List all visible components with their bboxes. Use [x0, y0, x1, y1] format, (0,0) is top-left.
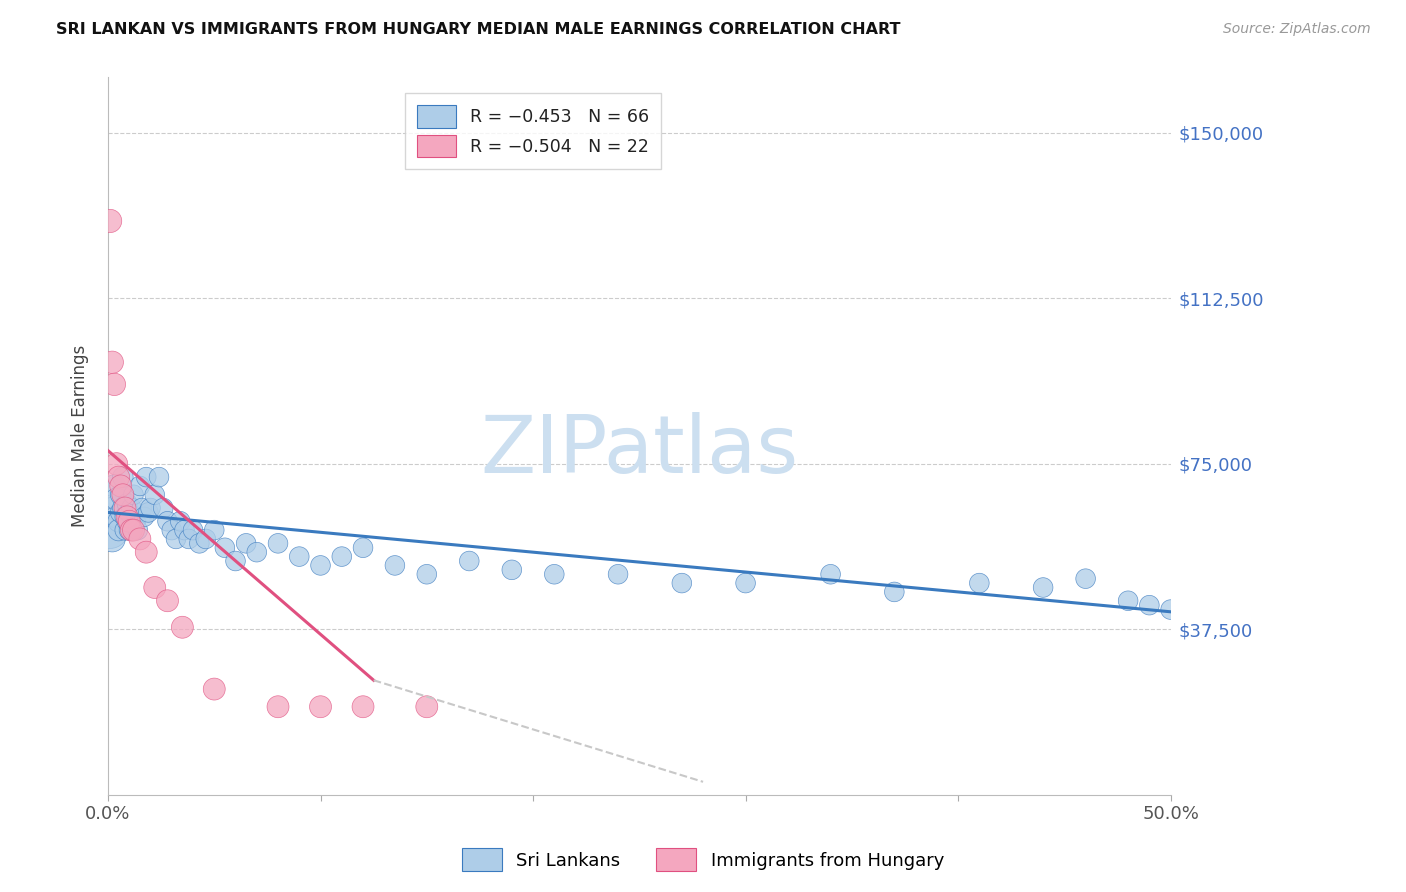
- Point: [543, 567, 565, 582]
- Point: [309, 558, 332, 573]
- Point: [1160, 602, 1182, 616]
- Point: [105, 492, 128, 507]
- Point: [246, 545, 269, 559]
- Point: [114, 523, 136, 537]
- Point: [820, 567, 842, 582]
- Point: [416, 699, 439, 714]
- Text: ZIPatlas: ZIPatlas: [481, 411, 799, 490]
- Point: [309, 699, 332, 714]
- Point: [138, 505, 160, 519]
- Point: [671, 576, 693, 591]
- Point: [122, 488, 145, 502]
- Point: [103, 501, 125, 516]
- Point: [202, 682, 225, 697]
- Point: [267, 536, 290, 550]
- Point: [98, 214, 121, 228]
- Point: [120, 523, 142, 537]
- Point: [156, 593, 179, 607]
- Point: [115, 497, 138, 511]
- Point: [1074, 572, 1097, 586]
- Legend: Sri Lankans, Immigrants from Hungary: Sri Lankans, Immigrants from Hungary: [454, 841, 952, 879]
- Point: [173, 523, 195, 537]
- Point: [115, 514, 138, 528]
- Point: [152, 501, 174, 516]
- Point: [124, 514, 146, 528]
- Point: [181, 523, 204, 537]
- Point: [118, 523, 141, 537]
- Point: [114, 501, 136, 516]
- Point: [105, 509, 128, 524]
- Point: [128, 532, 150, 546]
- Point: [127, 523, 149, 537]
- Point: [105, 457, 128, 471]
- Point: [107, 514, 129, 528]
- Point: [110, 488, 132, 502]
- Point: [111, 488, 134, 502]
- Point: [101, 532, 124, 546]
- Point: [160, 523, 183, 537]
- Text: SRI LANKAN VS IMMIGRANTS FROM HUNGARY MEDIAN MALE EARNINGS CORRELATION CHART: SRI LANKAN VS IMMIGRANTS FROM HUNGARY ME…: [56, 22, 901, 37]
- Point: [969, 576, 991, 591]
- Point: [172, 620, 194, 634]
- Point: [1032, 581, 1054, 595]
- Point: [188, 536, 211, 550]
- Point: [110, 479, 132, 493]
- Point: [118, 505, 141, 519]
- Point: [1137, 598, 1160, 612]
- Point: [128, 479, 150, 493]
- Point: [122, 523, 145, 537]
- Point: [1116, 593, 1139, 607]
- Point: [98, 523, 121, 537]
- Point: [134, 509, 156, 524]
- Point: [194, 532, 217, 546]
- Point: [139, 501, 162, 516]
- Point: [135, 545, 157, 559]
- Point: [267, 699, 290, 714]
- Point: [734, 576, 756, 591]
- Point: [101, 355, 124, 369]
- Text: Source: ZipAtlas.com: Source: ZipAtlas.com: [1223, 22, 1371, 37]
- Point: [115, 509, 138, 524]
- Point: [103, 377, 125, 392]
- Point: [107, 523, 129, 537]
- Point: [110, 505, 132, 519]
- Point: [107, 470, 129, 484]
- Point: [131, 501, 153, 516]
- Point: [111, 501, 134, 516]
- Point: [143, 581, 166, 595]
- Point: [225, 554, 247, 568]
- Point: [165, 532, 187, 546]
- Point: [384, 558, 406, 573]
- Point: [169, 514, 191, 528]
- Point: [235, 536, 257, 550]
- Point: [607, 567, 630, 582]
- Point: [330, 549, 353, 564]
- Point: [416, 567, 439, 582]
- Point: [111, 470, 134, 484]
- Point: [458, 554, 481, 568]
- Point: [352, 541, 374, 555]
- Point: [114, 509, 136, 524]
- Point: [177, 532, 200, 546]
- Point: [143, 488, 166, 502]
- Legend: R = −0.453   N = 66, R = −0.504   N = 22: R = −0.453 N = 66, R = −0.504 N = 22: [405, 94, 661, 169]
- Point: [883, 585, 905, 599]
- Point: [288, 549, 311, 564]
- Point: [118, 514, 141, 528]
- Y-axis label: Median Male Earnings: Median Male Earnings: [72, 345, 89, 527]
- Point: [501, 563, 523, 577]
- Point: [103, 479, 125, 493]
- Point: [120, 501, 142, 516]
- Point: [202, 523, 225, 537]
- Point: [214, 541, 236, 555]
- Point: [352, 699, 374, 714]
- Point: [156, 514, 179, 528]
- Point: [148, 470, 170, 484]
- Point: [135, 470, 157, 484]
